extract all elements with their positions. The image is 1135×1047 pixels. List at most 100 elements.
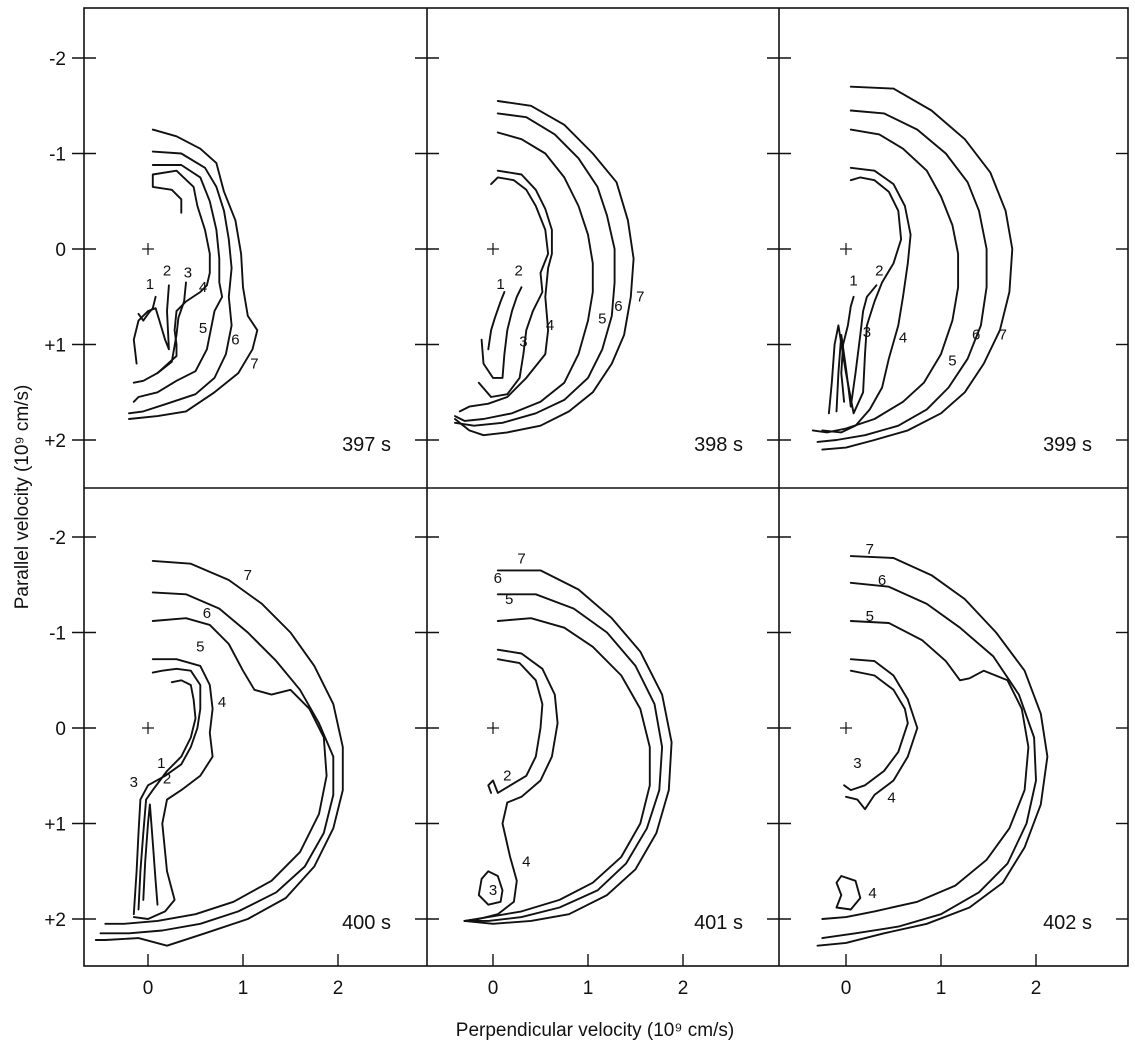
contour-line-3 [477, 870, 504, 906]
contour-line-5 [454, 131, 594, 422]
contour-label: 4 [868, 885, 876, 902]
contour-label: 4 [887, 789, 895, 806]
contour-label: 5 [199, 320, 207, 337]
contour-line-2 [480, 286, 523, 379]
contour-label: 6 [203, 605, 211, 622]
contour-line-4 [835, 875, 862, 911]
panel-2: 12 3 4 567 398 s [454, 100, 743, 456]
contour-label: 5 [866, 608, 874, 625]
contour-line-3 [827, 176, 903, 415]
x-tick-label: 2 [1031, 978, 1042, 999]
contour-line-5 [463, 617, 651, 922]
contour-line-1 [487, 291, 506, 351]
contour-label: 3 [863, 324, 871, 341]
y-tick-label: -1 [49, 145, 66, 166]
x-tick-label: 2 [678, 978, 689, 999]
contour-label: 1 [496, 276, 504, 293]
contour-label: 2 [503, 768, 511, 785]
x-tick-label: 1 [238, 978, 249, 999]
contour-label: 3 [853, 755, 861, 772]
x-tick-label: 1 [936, 978, 947, 999]
panel-1: 12 34 5 67 397 s [128, 128, 391, 456]
contour-label: 6 [972, 327, 980, 344]
contour-label: 5 [598, 310, 606, 327]
contour-line-5 [104, 617, 328, 925]
panel-4: 12 3 4 5 6 7 400 s [94, 559, 391, 947]
time-label: 398 s [694, 434, 743, 456]
contour-line-3 [843, 669, 909, 792]
y-tick-label: +1 [44, 815, 66, 836]
contour-line-4 [151, 169, 211, 375]
y-axis-label: Parallel velocity (10⁹ cm/s) [12, 385, 33, 610]
contour-line-6 [816, 109, 988, 443]
time-label: 400 s [342, 912, 391, 934]
contour-line-4 [845, 658, 919, 811]
contour-label: 6 [231, 332, 239, 349]
time-label: 399 s [1043, 434, 1092, 456]
contour-label: 7 [636, 289, 644, 306]
contour-label: 7 [517, 551, 525, 568]
contour-line-3 [477, 176, 550, 398]
time-label: 402 s [1043, 912, 1092, 934]
contour-label: 7 [999, 327, 1007, 344]
contour-label: 4 [522, 853, 530, 870]
contour-line-4 [463, 648, 559, 922]
contour-line-7 [463, 569, 673, 925]
y-tick-label: -2 [49, 49, 66, 70]
contour-line-5 [811, 128, 960, 434]
x-tick-label: 1 [583, 978, 594, 999]
contour-label: 2 [163, 263, 171, 280]
contour-label: 2 [163, 770, 171, 787]
contour-label: 4 [199, 279, 207, 296]
contour-line-4 [458, 169, 553, 413]
x-axis-label: Perpendicular velocity (10⁹ cm/s) [456, 1020, 734, 1041]
y-tick-label: 0 [55, 719, 66, 740]
x-tick-label: 0 [488, 978, 499, 999]
contour-line-1 [142, 803, 159, 906]
panel-3: 1 2 3 4 56 7 399 s [811, 85, 1092, 456]
contour-label: 4 [546, 317, 554, 334]
contour-label: 3 [489, 882, 497, 899]
y-tick-label: -1 [49, 624, 66, 645]
contour-line-7 [94, 559, 344, 947]
contour-label: 6 [614, 298, 622, 315]
contour-label: 7 [866, 541, 874, 558]
contour-line-4 [132, 658, 214, 920]
x-tick-label: 2 [333, 978, 344, 999]
contour-label: 5 [196, 639, 204, 656]
panel-6: 3 4 4 5 67 402 s [816, 541, 1092, 947]
axes-layer: -2-10+1+2-2-10+1+20 1 2 0 1 2 0 1 2 [44, 7, 1129, 999]
contour-label: 3 [130, 774, 138, 791]
contour-line-6 [128, 150, 233, 415]
contour-label: 3 [184, 265, 192, 282]
contour-label: 4 [218, 694, 226, 711]
x-tick-label: 0 [841, 978, 852, 999]
contour-line-4 [821, 166, 912, 434]
contour-line-2 [835, 284, 878, 413]
contour-label: 5 [505, 591, 513, 608]
y-tick-label: +2 [44, 431, 66, 452]
contour-line-3 [132, 281, 187, 384]
contour-line-1 [840, 295, 855, 403]
contour-label: 1 [146, 276, 154, 293]
contour-label: 4 [899, 330, 907, 347]
time-label: 397 s [342, 434, 391, 456]
contour-label: 5 [948, 353, 956, 370]
contour-line-3 [132, 667, 202, 916]
contour-line-5 [132, 164, 224, 403]
y-tick-label: -2 [49, 528, 66, 549]
contour-line-6 [463, 593, 664, 922]
contour-line-5 [821, 620, 1030, 920]
contour-label: 3 [519, 333, 527, 350]
x-tick-label: 0 [143, 978, 154, 999]
contour-label: 7 [244, 567, 252, 584]
contour-line-6 [454, 112, 616, 427]
contour-label: 7 [250, 355, 258, 372]
contour-label: 2 [875, 263, 883, 280]
time-label: 401 s [694, 912, 743, 934]
plot-frame [83, 7, 1129, 967]
contour-line-7 [816, 555, 1049, 947]
y-tick-label: +1 [44, 336, 66, 357]
